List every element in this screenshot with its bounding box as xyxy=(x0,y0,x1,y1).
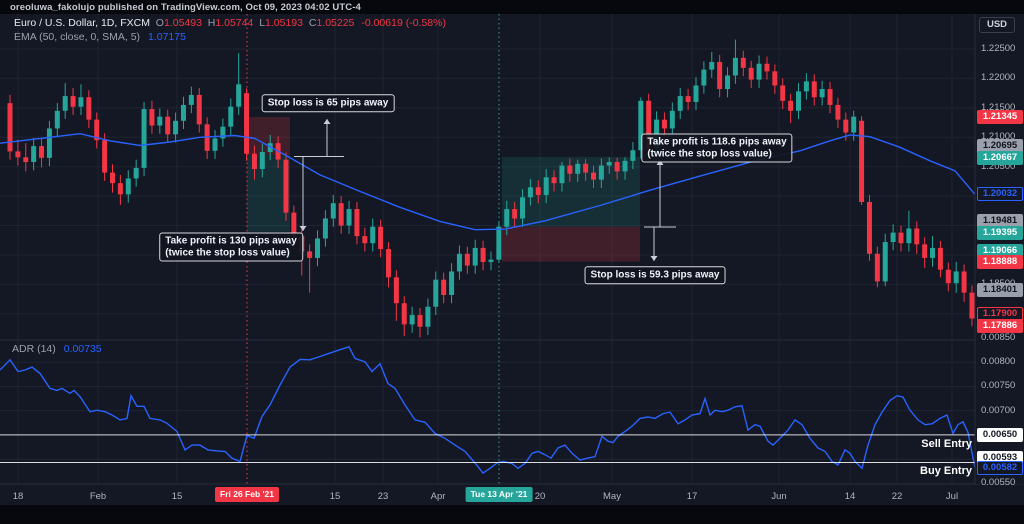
buy-entry-label: Buy Entry xyxy=(920,465,972,478)
take-profit-2-label: Take profit is 118.6 pips away (twice the… xyxy=(641,133,793,163)
ohlc-close-key: C xyxy=(308,17,317,29)
time-tick-label: May xyxy=(603,491,621,502)
ohlc-high-value: 1.05744 xyxy=(215,17,254,29)
note-line: Take profit is 118.6 pips away xyxy=(647,136,787,148)
time-tick-label: Jul xyxy=(945,491,959,502)
price-tick-label: 1.20500 xyxy=(981,160,1016,172)
adr-tick-label: 0.00700 xyxy=(981,404,1016,416)
ohlc-close-value: 1.05225 xyxy=(316,17,355,29)
time-tick-label: 20 xyxy=(534,491,546,502)
note-line: Take profit is 130 pips away xyxy=(165,235,297,247)
ema-value: 1.07175 xyxy=(147,31,186,43)
price-badge: 1.20695 xyxy=(977,139,1023,154)
sell-entry-label: Sell Entry xyxy=(921,437,972,450)
time-tick-label: 18 xyxy=(12,491,24,502)
ema-title: EMA (50, close, 0, SMA, 5) xyxy=(14,31,141,43)
adr-value: 0.00735 xyxy=(63,343,102,355)
currency-unit-button[interactable]: USD xyxy=(979,17,1015,33)
time-tick-label: 22 xyxy=(891,491,903,502)
adr-tick-label: 0.00550 xyxy=(981,477,1016,489)
price-badge: 1.18888 xyxy=(977,254,1023,269)
price-badge: 1.18401 xyxy=(977,283,1023,298)
adr-badge: 0.00650 xyxy=(977,427,1023,442)
ohlc-low-value: 1.05193 xyxy=(265,17,303,29)
price-tick-label: 1.21500 xyxy=(981,101,1016,113)
time-tick-label: Feb xyxy=(89,491,107,502)
ohlc-open-key: O xyxy=(155,17,164,29)
adr-tick-label: 0.00850 xyxy=(981,332,1016,344)
attribution-bar: oreoluwa_fakolujo published on TradingVi… xyxy=(0,0,1024,14)
stop-loss-1-label: Stop loss is 65 pips away xyxy=(261,94,395,112)
symbol-title: Euro / U.S. Dollar, 1D, FXCM xyxy=(14,17,150,29)
ohlc-low-key: L xyxy=(259,17,266,29)
ohlc-open-value: 1.05493 xyxy=(163,17,202,29)
change-value: -0.00619 (-0.58%) xyxy=(361,17,446,29)
chart-legend: Euro / U.S. Dollar, 1D, FXCM O1.05493 H1… xyxy=(14,17,446,43)
time-tick-label: 17 xyxy=(686,491,698,502)
time-tick-label: 23 xyxy=(377,491,389,502)
event-date-badge: Tue 13 Apr '21 xyxy=(465,487,533,502)
ema-legend-row[interactable]: EMA (50, close, 0, SMA, 5) 1.07175 xyxy=(14,31,446,43)
adr-legend-row[interactable]: ADR (14) 0.00735 xyxy=(12,343,102,355)
footer-bar: TradingView xyxy=(0,505,1024,524)
adr-tick-label: 0.00750 xyxy=(981,380,1016,392)
event-date-badge: Fri 26 Feb '21 xyxy=(215,487,279,502)
note-line: (twice the stop loss value) xyxy=(647,148,772,159)
price-badge: 1.20667 xyxy=(977,150,1023,165)
price-badge: 1.17886 xyxy=(977,318,1023,333)
stop-loss-2-label: Stop loss is 59.3 pips away xyxy=(584,266,726,284)
price-tick-label: 1.21000 xyxy=(981,131,1016,143)
price-badge: 1.21345 xyxy=(977,109,1023,124)
take-profit-1-label: Take profit is 130 pips away (twice the s… xyxy=(159,232,303,262)
time-tick-label: Jun xyxy=(771,491,787,502)
price-badge: 1.19481 xyxy=(977,213,1023,228)
price-tick-label: 1.22000 xyxy=(981,72,1016,84)
adr-tick-label: 0.00800 xyxy=(981,356,1016,368)
note-line: (twice the stop loss value) xyxy=(165,247,290,258)
note-line: Stop loss is 59.3 pips away xyxy=(590,269,720,281)
time-tick-label: 15 xyxy=(329,491,341,502)
price-badge: 1.20032 xyxy=(977,187,1023,202)
adr-title: ADR (14) xyxy=(12,343,56,355)
note-line: Stop loss is 65 pips away xyxy=(267,97,389,109)
price-tick-label: 1.22500 xyxy=(981,43,1016,54)
price-badge: 1.19395 xyxy=(977,225,1023,240)
time-tick-label: Apr xyxy=(430,491,446,502)
time-tick-label: 14 xyxy=(844,491,856,502)
adr-badge: 0.00582 xyxy=(977,460,1023,475)
time-tick-label: 15 xyxy=(171,491,183,502)
symbol-legend-row[interactable]: Euro / U.S. Dollar, 1D, FXCM O1.05493 H1… xyxy=(14,17,446,29)
attribution-text: oreoluwa_fakolujo published on TradingVi… xyxy=(10,2,361,13)
ohlc-high-key: H xyxy=(207,17,216,29)
